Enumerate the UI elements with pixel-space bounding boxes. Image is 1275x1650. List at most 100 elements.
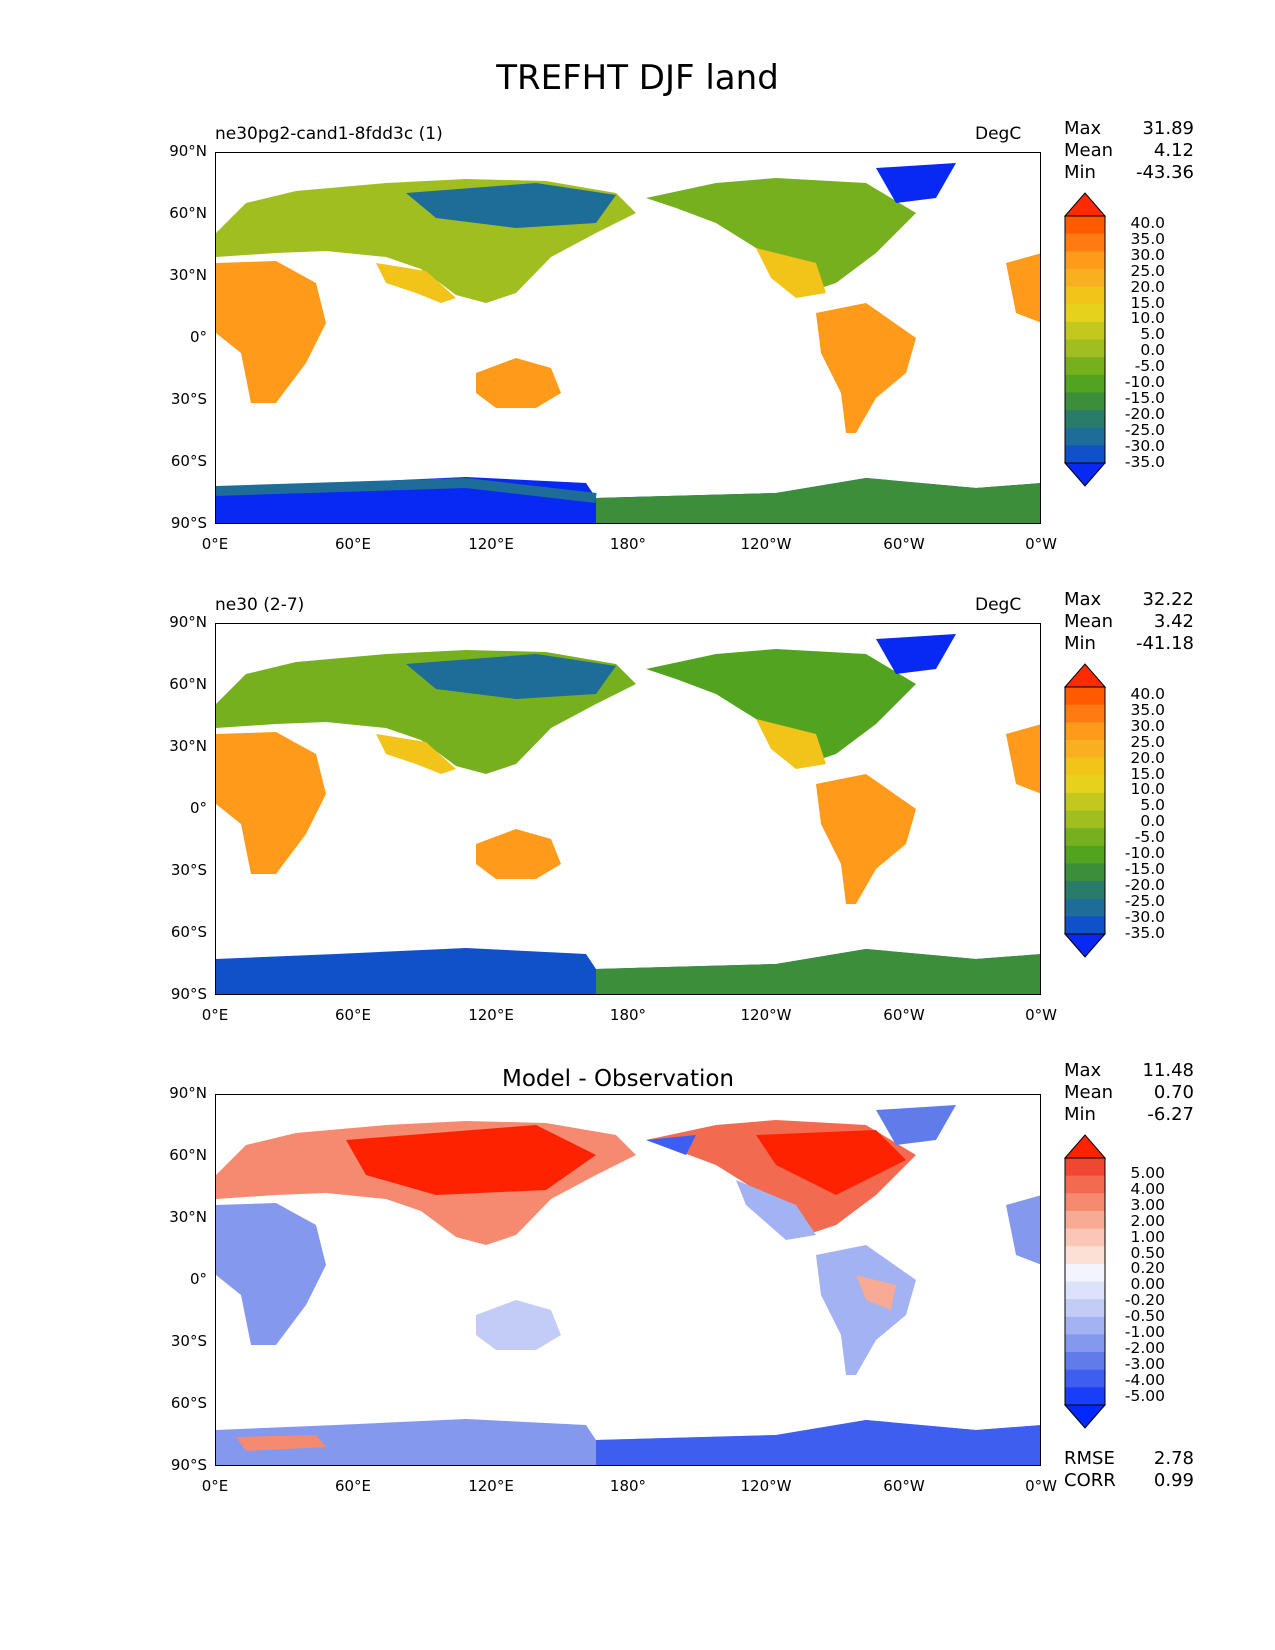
north-america xyxy=(646,178,916,293)
stat-mean: 4.12 xyxy=(1153,140,1194,161)
colorbar xyxy=(1063,1134,1107,1429)
greenland xyxy=(876,634,956,674)
lat-tick: 60°S xyxy=(170,452,207,470)
lat-tick: 30°S xyxy=(170,1332,207,1350)
colorbar-labels: 40.0 35.0 30.0 25.0 20.0 15.0 10.0 5.0 0.0 -5.0 -1… xyxy=(1110,215,1165,471)
north-america xyxy=(646,649,916,764)
colorbar-swatch xyxy=(1065,792,1105,811)
colorbar-swatch xyxy=(1065,392,1105,411)
colorbar-swatch xyxy=(1065,1299,1105,1318)
lat-tick: 30°N xyxy=(169,266,207,284)
africa-shape xyxy=(216,261,326,403)
africa-west xyxy=(1006,253,1040,323)
colorbar-swatch xyxy=(1065,357,1105,376)
south-asia xyxy=(376,263,456,303)
stats-block: Max 32.22 Mean 3.42 Min -41.18 xyxy=(1064,589,1194,655)
lat-tick: 90°S xyxy=(170,514,207,532)
lon-tick: 120°E xyxy=(468,1006,514,1024)
lon-tick: 120°W xyxy=(740,1477,792,1495)
lat-tick: 60°S xyxy=(170,923,207,941)
colorbar-swatch xyxy=(1065,1193,1105,1212)
antarctica-coast xyxy=(216,477,597,503)
colorbar-tick-label: -5.0 xyxy=(1134,828,1165,847)
lon-tick: 0°W xyxy=(1025,1006,1057,1024)
colorbar-swatch xyxy=(1065,216,1105,235)
colorbar-tick-label: 25.0 xyxy=(1130,732,1165,751)
colorbar-swatch xyxy=(1065,1369,1105,1388)
lon-tick: 120°E xyxy=(468,1477,514,1495)
colorbar-tick-label: -10.0 xyxy=(1124,373,1165,392)
colorbar-swatch xyxy=(1065,1246,1105,1265)
greenland xyxy=(876,163,956,203)
colorbar-tick-label: 10.0 xyxy=(1130,780,1165,799)
stats-block: Max 11.48 Mean 0.70 Min -6.27 xyxy=(1064,1060,1194,1126)
south-america-warm xyxy=(856,1275,896,1310)
lat-tick: 60°N xyxy=(169,204,207,222)
panel-left-label: ne30pg2-cand1-8fdd3c (1) xyxy=(215,124,443,144)
north-america-south xyxy=(736,1180,816,1240)
stat-min: -6.27 xyxy=(1147,1104,1194,1125)
temperature-map xyxy=(216,634,1040,994)
colorbar-tick-label: 40.0 xyxy=(1130,685,1165,703)
colorbar-tick-label: -2.00 xyxy=(1124,1338,1165,1357)
colorbar-tick-label: 3.00 xyxy=(1130,1195,1165,1214)
stat-max: 11.48 xyxy=(1142,1060,1194,1081)
colorbar-swatch xyxy=(1065,1175,1105,1194)
panel-title: Model - Observation xyxy=(501,1066,735,1092)
colorbar-labels: 40.0 35.0 30.0 25.0 20.0 15.0 10.0 5.0 0.0 -5.0 -1… xyxy=(1110,685,1165,942)
colorbar-swatch xyxy=(1065,704,1105,723)
stats-block: Max 31.89 Mean 4.12 Min -43.36 xyxy=(1064,118,1194,184)
colorbar-swatch xyxy=(1065,233,1105,252)
colorbar-swatch xyxy=(1065,268,1105,288)
colorbar-swatch xyxy=(1065,1316,1105,1335)
colorbar-tick-label: -30.0 xyxy=(1124,907,1165,926)
colorbar-tick-label: -25.0 xyxy=(1124,891,1165,910)
siberia-warm xyxy=(346,1125,596,1195)
lon-tick: 60°E xyxy=(334,1477,372,1495)
colorbar-tick-label: 0.0 xyxy=(1140,341,1165,360)
lon-tick: 0°W xyxy=(1025,1477,1057,1495)
south-america-shape xyxy=(816,303,916,433)
colorbar-swatch xyxy=(1065,1228,1105,1247)
colorbar-swatch xyxy=(1065,722,1105,741)
south-asia xyxy=(376,734,456,774)
colorbar-tick-label: 0.50 xyxy=(1130,1243,1165,1262)
colorbar-tick-label: 25.0 xyxy=(1130,261,1165,280)
colorbar-tick-label: 15.0 xyxy=(1130,293,1165,312)
colorbar-extend-top xyxy=(1063,192,1107,217)
north-america-shape xyxy=(646,163,956,298)
colorbar-tick-label: 0.0 xyxy=(1140,812,1165,831)
colorbar-swatch xyxy=(1065,1334,1105,1353)
australia xyxy=(476,829,561,879)
colorbar-extend-top xyxy=(1063,1134,1107,1159)
lon-tick: 60°W xyxy=(883,1477,925,1495)
lat-tick: 90°S xyxy=(170,985,207,1003)
colorbar-swatch xyxy=(1065,321,1105,340)
figure-title: TREFHT DJF land xyxy=(496,58,779,98)
map-frame xyxy=(215,1094,1041,1466)
africa xyxy=(216,1203,326,1345)
australia xyxy=(476,358,561,408)
colorbar-tick-label: 35.0 xyxy=(1130,229,1165,248)
stat-min: -43.36 xyxy=(1135,162,1194,183)
error-stats: RMSE 2.78 CORR 0.99 xyxy=(1064,1448,1194,1492)
colorbar-tick-label: -5.0 xyxy=(1134,357,1165,376)
siberia-cold xyxy=(406,183,616,228)
lat-tick: 0° xyxy=(189,1270,207,1288)
stat-max: 31.89 xyxy=(1142,118,1194,139)
lon-tick: 0°W xyxy=(1025,535,1057,553)
stat-label: Mean xyxy=(1064,140,1114,161)
lon-tick: 180° xyxy=(609,1477,647,1495)
colorbar-swatch xyxy=(1065,810,1105,829)
colorbar-swatch xyxy=(1065,757,1105,776)
africa xyxy=(216,261,326,403)
map-frame xyxy=(215,152,1041,524)
map-panel-difference: Model - Observation 90°N 60°N 30°N 0° 30… xyxy=(0,1060,1275,1534)
lat-tick: 90°S xyxy=(170,1456,207,1474)
colorbar-tick-label: -35.0 xyxy=(1124,923,1165,942)
colorbar-tick-label: 0.20 xyxy=(1130,1259,1165,1278)
colorbar-tick-label: 5.0 xyxy=(1140,796,1165,815)
colorbar-tick-label: -35.0 xyxy=(1124,452,1165,471)
canada-warm xyxy=(756,1130,906,1195)
south-america xyxy=(816,303,916,433)
